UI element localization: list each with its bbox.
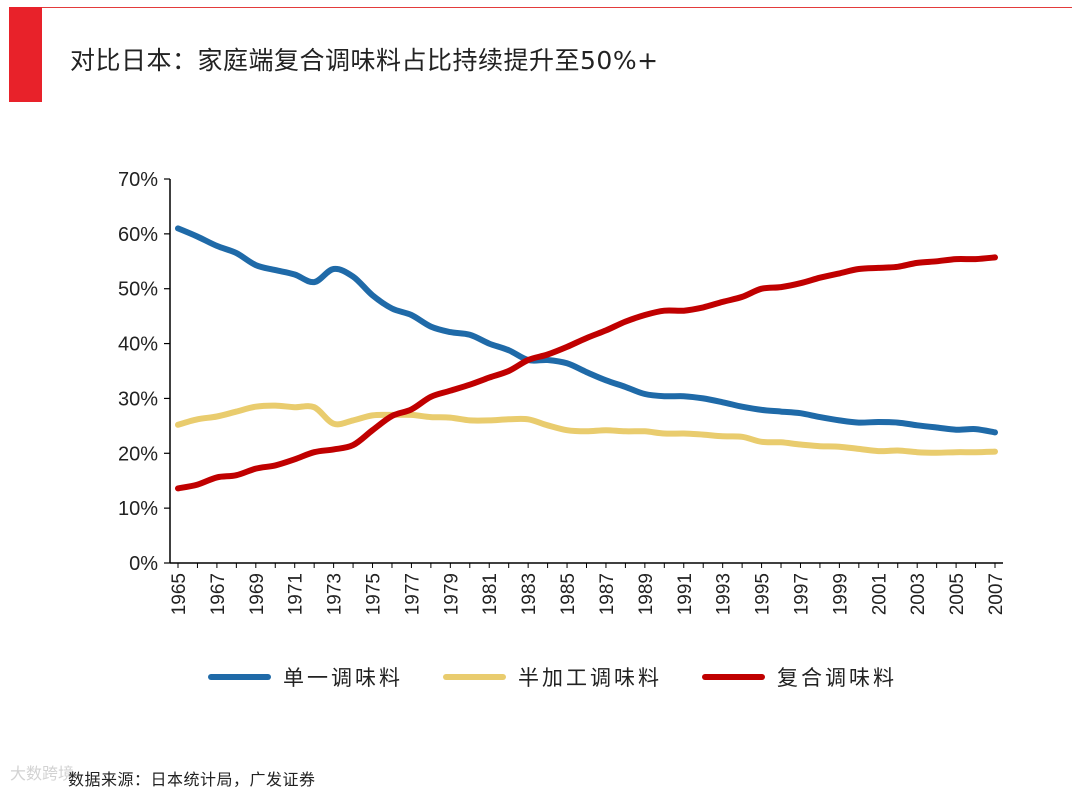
y-tick-label: 20% <box>118 443 158 465</box>
series-line-semi <box>175 402 998 456</box>
y-tick-label: 10% <box>118 498 158 520</box>
legend-label-compound: 复合调味料 <box>777 666 897 690</box>
y-tick-label: 60% <box>118 224 158 246</box>
y-tick-label: 30% <box>118 388 158 410</box>
x-tick-label: 2003 <box>908 573 929 615</box>
x-tick-label: 1967 <box>208 573 229 615</box>
legend-swatch-semi <box>443 674 506 680</box>
page-title: 对比日本：家庭端复合调味料占比持续提升至50%+ <box>70 46 659 75</box>
x-tick-label: 1989 <box>636 573 657 615</box>
x-tick-label: 1999 <box>830 573 851 615</box>
y-tick-label: 70% <box>118 169 158 191</box>
x-tick-label: 1997 <box>791 573 812 615</box>
legend-swatch-compound <box>702 674 765 680</box>
legend-item-compound: 复合调味料 <box>702 662 897 692</box>
x-tick-label: 2001 <box>869 573 890 615</box>
x-tick-label: 2007 <box>986 573 1007 615</box>
x-tick-label: 1985 <box>558 573 579 615</box>
data-source: 数据来源：日本统计局，广发证券 <box>68 770 316 789</box>
x-axis: 1965 1967 1969 1971 1973 1975 1977 1979 1981 1983… <box>169 562 1007 615</box>
x-tick-label: 1977 <box>402 573 423 615</box>
legend-swatch-single <box>208 674 271 680</box>
chart-legend: 单一调味料 半加工调味料 复合调味料 <box>208 662 937 692</box>
series-line-single <box>175 225 998 436</box>
watermark: 大数跨境 <box>10 764 75 783</box>
x-tick-label: 1969 <box>247 573 268 615</box>
x-tick-label: 1975 <box>364 573 385 615</box>
x-tick-label: 1991 <box>675 573 696 615</box>
x-tick-label: 1993 <box>714 573 735 615</box>
x-tick-label: 1965 <box>169 573 190 615</box>
header-rule <box>9 7 1072 8</box>
title-accent-bar <box>9 7 42 102</box>
legend-item-single: 单一调味料 <box>208 662 403 692</box>
y-axis: 0% 10% 20% 30% 40% 50% 60% 70% <box>118 169 171 575</box>
x-tick-label: 1981 <box>480 573 501 615</box>
legend-item-semi: 半加工调味料 <box>443 662 662 692</box>
y-tick-label: 40% <box>118 334 158 356</box>
legend-label-single: 单一调味料 <box>283 666 403 690</box>
x-tick-label: 1979 <box>441 573 462 615</box>
x-tick-label: 1995 <box>753 573 774 615</box>
legend-label-semi: 半加工调味料 <box>518 666 662 690</box>
x-tick-label: 1971 <box>286 573 307 615</box>
series-lines <box>175 225 998 492</box>
x-tick-label: 2005 <box>947 573 968 615</box>
x-tick-label: 1973 <box>325 573 346 615</box>
x-tick-label: 1987 <box>597 573 618 615</box>
y-tick-label: 0% <box>129 553 158 575</box>
y-tick-label: 50% <box>118 279 158 301</box>
x-tick-label: 1983 <box>519 573 540 615</box>
series-line-compound <box>175 254 998 492</box>
